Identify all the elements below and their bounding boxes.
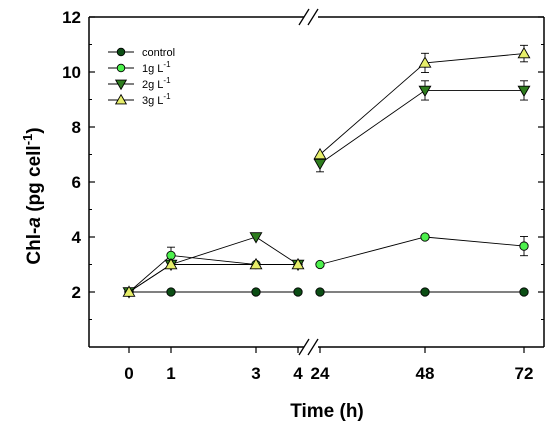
legend-label: 2g L-1	[142, 76, 171, 91]
series-3	[122, 44, 531, 297]
legend-label-exp: -1	[163, 60, 171, 69]
axis-break-mark	[298, 338, 310, 356]
legend-label: 3g L-1	[142, 92, 171, 107]
data-point	[418, 56, 432, 68]
y-axis-title-close: )	[24, 127, 45, 133]
x-tick-label: 1	[166, 364, 175, 383]
legend-marker	[114, 79, 128, 91]
series-line-segment	[319, 89, 524, 164]
axis-break-mark	[307, 338, 319, 356]
data-point	[313, 147, 327, 160]
data-point	[122, 285, 136, 297]
x-tick-label: 72	[515, 364, 534, 383]
x-tick-label: 4	[293, 364, 303, 383]
y-tick-label: 2	[72, 283, 81, 302]
legend-marker	[116, 63, 126, 73]
y-tick-label: 10	[62, 63, 81, 82]
series-line-segment	[128, 254, 298, 293]
legend-label: 1g L-1	[142, 60, 171, 75]
y-tick-label: 4	[72, 228, 82, 247]
x-tick-label: 3	[251, 364, 260, 383]
series-line-segment	[319, 236, 525, 265]
data-point	[251, 287, 261, 297]
legend-label-main: 1g L	[142, 63, 163, 75]
legend-label-main: 2g L	[142, 79, 163, 91]
y-axis-title-unit: (pg cell	[24, 145, 45, 217]
legend-label: control	[142, 47, 175, 59]
data-point	[164, 257, 178, 270]
data-point	[249, 232, 263, 244]
legend-marker	[114, 93, 128, 105]
y-axis-title-main: Chl-	[24, 228, 45, 265]
series-line-segment	[319, 53, 525, 155]
data-point	[313, 158, 327, 171]
series-2	[122, 80, 531, 299]
data-point	[517, 85, 531, 98]
legend-item-0: control	[108, 47, 175, 59]
data-point	[291, 257, 305, 270]
legend-item-3: 3g L-1	[108, 92, 171, 107]
y-tick-label: 12	[62, 8, 81, 27]
x-axis-title: Time (h)	[290, 401, 364, 422]
data-point	[420, 232, 430, 242]
data-point	[519, 287, 529, 297]
y-tick-label: 8	[72, 118, 81, 137]
data-point	[418, 85, 432, 98]
series-0	[124, 287, 529, 297]
y-axis-title-exp: -1	[20, 134, 35, 146]
x-tick-label: 48	[416, 364, 435, 383]
data-point	[517, 46, 531, 59]
data-point	[315, 259, 325, 270]
data-point	[293, 287, 303, 297]
axis-break-mark	[307, 8, 319, 26]
legend-label-exp: -1	[163, 92, 171, 101]
axis-break-mark	[298, 8, 310, 26]
legend-label-main: 3g L	[142, 95, 163, 107]
data-point	[315, 287, 325, 297]
series-layer	[122, 44, 531, 299]
x-tick-label: 24	[311, 364, 330, 383]
data-point	[166, 287, 176, 297]
legend-item-2: 2g L-1	[108, 76, 171, 91]
series-line-segment	[128, 264, 298, 293]
data-point	[249, 257, 263, 270]
legend-marker	[116, 47, 126, 57]
data-point	[519, 241, 529, 251]
x-tick-label: 0	[124, 364, 133, 383]
legend-label-exp: -1	[163, 76, 171, 85]
y-axis-title-italic: a	[24, 217, 45, 228]
legend-label-main: control	[142, 47, 175, 59]
legend-item-1: 1g L-1	[108, 60, 171, 75]
y-axis-title: Chl-a (pg cell-1)	[20, 127, 45, 264]
data-point	[420, 287, 430, 297]
y-tick-label: 6	[72, 173, 81, 192]
